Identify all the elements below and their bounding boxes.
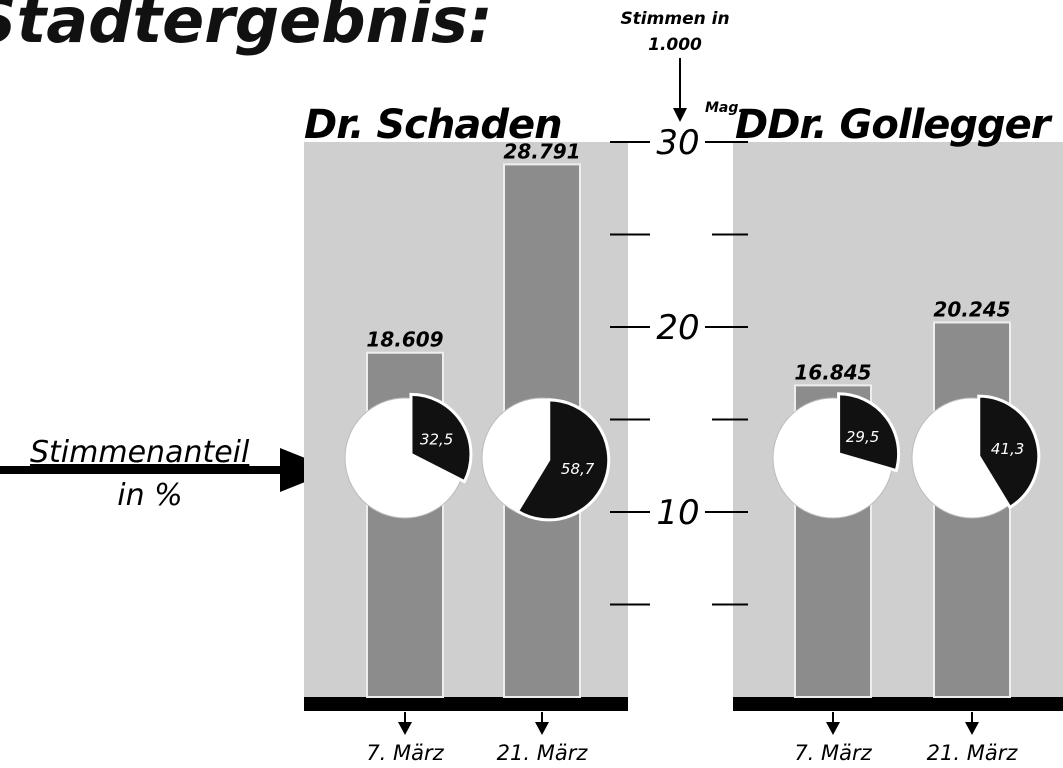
- panel-base: [733, 697, 1063, 711]
- x-tick-label: 7. März: [794, 741, 872, 765]
- pie-value-label: 29,5: [846, 428, 879, 446]
- x-tick-label: 21. März: [927, 741, 1019, 765]
- date-arrowhead: [965, 722, 979, 735]
- chart-title: DDr. Gollegger: [735, 102, 1053, 148]
- pie-value-label: 32,5: [420, 431, 453, 449]
- date-arrowhead: [826, 722, 840, 735]
- pie-slice: [977, 394, 1041, 510]
- chart-title-prefix: Mag.: [705, 100, 744, 116]
- bar-value-label: 28.791: [503, 139, 580, 163]
- y-tick-label: 10: [656, 493, 699, 533]
- x-tick-label: 7. März: [366, 741, 444, 765]
- pie-value-label: 58,7: [561, 460, 595, 478]
- share-arrow: [0, 466, 285, 474]
- page-title: Stadtergebnis:: [0, 0, 493, 57]
- bar-value-label: 20.245: [933, 297, 1010, 321]
- date-arrowhead: [398, 722, 412, 735]
- axis-label: Stimmen in: [620, 9, 729, 29]
- pie-value-label: 41,3: [991, 440, 1024, 458]
- axis-arrowhead: [673, 108, 687, 122]
- bar-value-label: 18.609: [366, 328, 443, 352]
- pie-slice: [515, 398, 611, 522]
- chart-title: Dr. Schaden: [304, 102, 562, 148]
- pie-slice: [837, 392, 901, 473]
- date-arrowhead: [535, 722, 549, 735]
- bar-value-label: 16.845: [794, 360, 871, 384]
- y-tick-label: 30: [656, 123, 699, 163]
- axis-label: 1.000: [648, 35, 702, 55]
- panel-base: [304, 697, 628, 711]
- share-label: Stimmenanteil: [30, 435, 250, 470]
- share-label: in %: [117, 478, 182, 513]
- pie-slice: [409, 392, 473, 484]
- y-tick-label: 20: [656, 308, 699, 348]
- x-tick-label: 21. März: [497, 741, 589, 765]
